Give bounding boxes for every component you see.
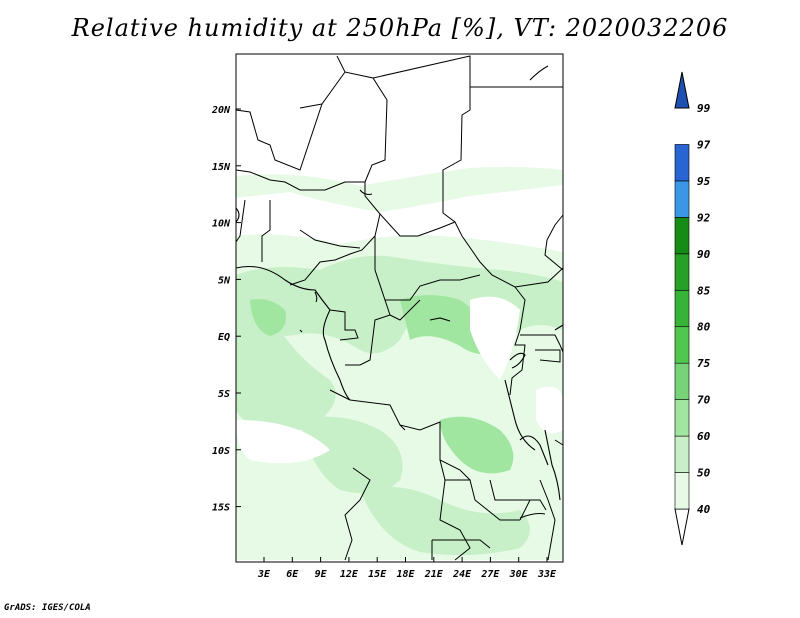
lon-label: 18E xyxy=(396,569,415,580)
lat-label: 10S xyxy=(212,446,230,457)
colorbar-cell xyxy=(674,472,690,510)
lat-label: 10N xyxy=(212,219,231,230)
colorbar-cell xyxy=(674,180,690,218)
colorbar-label: 95 xyxy=(697,175,711,188)
colorbar-labels: 99 97 95 92 90 85 80 75 70 60 50 40 xyxy=(697,102,711,516)
lon-label: 9E xyxy=(315,569,328,580)
lat-label: 20N xyxy=(211,105,231,116)
lon-label: 30E xyxy=(509,569,529,580)
colorbar-cell xyxy=(674,289,690,328)
lat-label: EQ xyxy=(218,332,230,343)
colorbar-cell xyxy=(674,399,690,437)
colorbar-cell xyxy=(674,435,690,473)
colorbar-cell xyxy=(674,362,690,400)
colorbar-cells xyxy=(674,71,690,546)
colorbar-label: 97 xyxy=(697,138,711,151)
lat-label: 5N xyxy=(218,275,231,286)
lon-label: 33E xyxy=(537,569,557,580)
longitude-axis: 3E 6E 9E 12E 15E 18E 21E 24E 27E 30E 33E xyxy=(257,557,557,580)
colorbar-max-triangle xyxy=(674,71,690,109)
footer-credit: GrADS: IGES/COLA xyxy=(4,603,91,613)
map-frame xyxy=(235,53,564,563)
lon-label: 24E xyxy=(452,569,472,580)
lon-label: 12E xyxy=(340,569,359,580)
colorbar-label: 80 xyxy=(697,321,711,334)
lon-label: 3E xyxy=(257,569,271,580)
colorbar-cell xyxy=(674,144,690,182)
colorbar-label: 99 xyxy=(697,102,711,115)
lon-label: 21E xyxy=(424,569,444,580)
lat-label: 15N xyxy=(212,162,231,173)
colorbar-cell xyxy=(674,253,690,291)
colorbar-label: 90 xyxy=(697,248,711,261)
colorbar-label: 50 xyxy=(697,467,711,480)
colorbar-label: 85 xyxy=(697,284,711,297)
plot-title: Relative humidity at 250hPa [%], VT: 202… xyxy=(71,14,729,42)
latitude-axis: 20N 15N 10N 5N EQ 5S 10S 15S xyxy=(211,105,241,514)
lon-label: 15E xyxy=(368,569,387,580)
colorbar-label: 75 xyxy=(697,357,711,370)
colorbar-label: 70 xyxy=(697,394,711,407)
coastline xyxy=(235,65,564,519)
lat-label: 15S xyxy=(212,503,230,514)
colorbar-label: 60 xyxy=(697,430,711,443)
colorbar-label: 92 xyxy=(697,211,711,224)
lat-label: 5S xyxy=(218,389,230,400)
colorbar-label: 40 xyxy=(697,503,711,516)
colorbar-min-triangle xyxy=(674,508,690,546)
humidity-shading xyxy=(236,166,563,560)
lon-label: 6E xyxy=(286,569,299,580)
colorbar-cell xyxy=(674,217,690,255)
colorbar-cell xyxy=(674,326,690,364)
country-borders xyxy=(235,55,564,561)
lon-label: 27E xyxy=(480,569,500,580)
